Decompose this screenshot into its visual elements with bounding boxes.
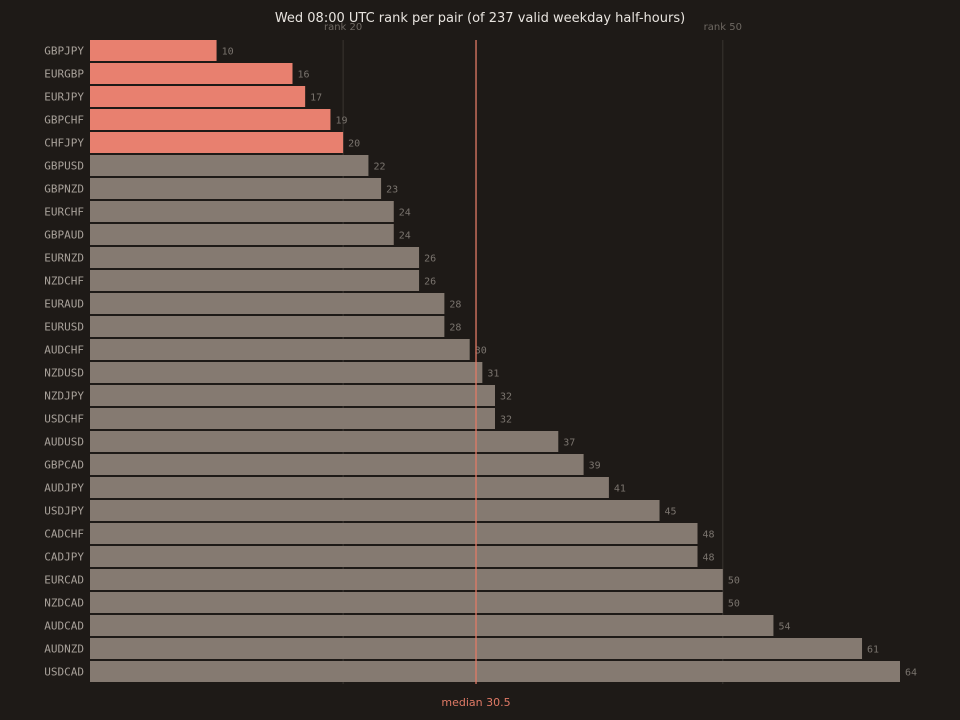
bar-usdchf	[90, 408, 495, 429]
category-label-gbpnzd: GBPNZD	[44, 183, 84, 196]
bar-gbpcad	[90, 454, 584, 475]
category-label-usdchf: USDCHF	[44, 413, 84, 426]
bar-gbpnzd	[90, 178, 382, 199]
category-label-gbpaud: GBPAUD	[44, 229, 84, 242]
bar-eurgbp	[90, 63, 293, 84]
bar-gbpusd	[90, 155, 369, 176]
value-label-cadjpy: 48	[703, 553, 715, 564]
bar-nzdjpy	[90, 385, 495, 406]
median-label: median 30.5	[441, 696, 510, 709]
value-label-gbpjpy: 10	[222, 47, 234, 58]
value-label-gbpusd: 22	[373, 162, 385, 173]
value-label-audchf: 30	[475, 346, 487, 357]
value-label-nzdchf: 26	[424, 277, 436, 288]
category-label-gbpjpy: GBPJPY	[44, 45, 84, 58]
category-label-audjpy: AUDJPY	[44, 482, 84, 495]
bar-eurjpy	[90, 86, 306, 107]
category-label-cadjpy: CADJPY	[44, 551, 84, 564]
bar-nzdchf	[90, 270, 420, 291]
bar-nzdcad	[90, 592, 723, 613]
bars: GBPJPY 10 EURGBP 16 EURJPY 17 GBPCHF 19 CHFJPY 20…	[44, 40, 917, 682]
value-label-gbpcad: 39	[589, 461, 601, 472]
bar-gbpaud	[90, 224, 394, 245]
value-label-nzdusd: 31	[487, 369, 499, 380]
category-label-nzdchf: NZDCHF	[44, 275, 84, 288]
category-label-nzdusd: NZDUSD	[44, 367, 84, 380]
value-label-eurnzd: 26	[424, 254, 436, 265]
category-label-eurjpy: EURJPY	[44, 91, 84, 104]
median-layer: median 30.5	[441, 40, 511, 709]
category-label-chfjpy: CHFJPY	[44, 137, 84, 150]
value-label-audcad: 54	[778, 622, 790, 633]
bar-gbpjpy	[90, 40, 217, 61]
ref-line-label-50: rank 50	[704, 22, 742, 33]
value-label-usdchf: 32	[500, 415, 512, 426]
value-label-cadchf: 48	[703, 530, 715, 541]
category-label-nzdjpy: NZDJPY	[44, 390, 84, 403]
bar-usdcad	[90, 661, 900, 682]
category-label-gbpcad: GBPCAD	[44, 459, 84, 472]
category-label-gbpchf: GBPCHF	[44, 114, 84, 127]
category-label-audusd: AUDUSD	[44, 436, 84, 449]
bar-audcad	[90, 615, 774, 636]
value-label-euraud: 28	[449, 300, 461, 311]
value-label-audusd: 37	[563, 438, 575, 449]
value-label-eurgbp: 16	[298, 70, 310, 81]
value-label-nzdjpy: 32	[500, 392, 512, 403]
value-label-gbpaud: 24	[399, 231, 411, 242]
bar-cadjpy	[90, 546, 698, 567]
bar-euraud	[90, 293, 445, 314]
value-label-nzdcad: 50	[728, 599, 740, 610]
value-label-eurcad: 50	[728, 576, 740, 587]
category-label-eurgbp: EURGBP	[44, 68, 84, 81]
bar-cadchf	[90, 523, 698, 544]
value-label-chfjpy: 20	[348, 139, 360, 150]
bar-eurnzd	[90, 247, 420, 268]
category-label-eurchf: EURCHF	[44, 206, 84, 219]
value-label-audnzd: 61	[867, 645, 879, 656]
value-label-eurjpy: 17	[310, 93, 322, 104]
category-label-audchf: AUDCHF	[44, 344, 84, 357]
bar-eurchf	[90, 201, 394, 222]
category-label-usdjpy: USDJPY	[44, 505, 84, 518]
bar-nzdusd	[90, 362, 483, 383]
value-label-usdcad: 64	[905, 668, 917, 679]
category-label-audcad: AUDCAD	[44, 620, 84, 633]
value-label-eurchf: 24	[399, 208, 411, 219]
bar-gbpchf	[90, 109, 331, 130]
category-label-cadchf: CADCHF	[44, 528, 84, 541]
category-label-usdcad: USDCAD	[44, 666, 84, 679]
category-label-eurnzd: EURNZD	[44, 252, 84, 265]
value-label-eurusd: 28	[449, 323, 461, 334]
bar-chfjpy	[90, 132, 344, 153]
value-label-gbpchf: 19	[335, 116, 347, 127]
ref-line-label-20: rank 20	[324, 22, 362, 33]
chart-title: Wed 08:00 UTC rank per pair (of 237 vali…	[275, 11, 685, 26]
category-label-eurusd: EURUSD	[44, 321, 84, 334]
bar-eurusd	[90, 316, 445, 337]
bar-usdjpy	[90, 500, 660, 521]
category-label-audnzd: AUDNZD	[44, 643, 84, 656]
bar-audusd	[90, 431, 559, 452]
bar-audjpy	[90, 477, 609, 498]
value-label-gbpnzd: 23	[386, 185, 398, 196]
value-label-usdjpy: 45	[665, 507, 677, 518]
category-label-euraud: EURAUD	[44, 298, 84, 311]
bar-audchf	[90, 339, 470, 360]
category-label-nzdcad: NZDCAD	[44, 597, 84, 610]
value-label-audjpy: 41	[614, 484, 626, 495]
bar-eurcad	[90, 569, 723, 590]
category-label-eurcad: EURCAD	[44, 574, 84, 587]
category-label-gbpusd: GBPUSD	[44, 160, 84, 173]
